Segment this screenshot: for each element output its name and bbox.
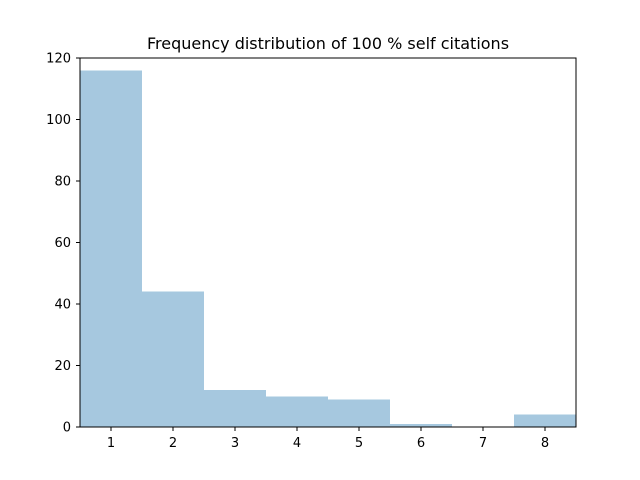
x-tick-label-1: 1	[107, 436, 115, 451]
y-tick-label-60: 60	[54, 236, 71, 251]
x-tick-label-5: 5	[355, 436, 363, 451]
y-tick-label-20: 20	[54, 359, 71, 374]
bar-5	[328, 399, 390, 427]
x-tick-label-7: 7	[479, 436, 487, 451]
chart-title: Frequency distribution of 100 % self cit…	[147, 34, 509, 53]
bars-layer	[80, 70, 576, 428]
bar-8	[514, 414, 576, 427]
x-tick-label-8: 8	[541, 436, 549, 451]
x-tick-label-4: 4	[293, 436, 301, 451]
y-tick-label-40: 40	[54, 298, 71, 313]
x-tick-label-6: 6	[417, 436, 425, 451]
x-tick-label-3: 3	[231, 436, 239, 451]
bar-1	[80, 70, 142, 428]
y-tick-label-100: 100	[46, 113, 71, 128]
y-tick-label-80: 80	[54, 175, 71, 190]
bar-3	[204, 390, 266, 427]
bar-6	[390, 423, 452, 427]
y-tick-label-120: 120	[46, 52, 71, 67]
x-tick-label-2: 2	[169, 436, 177, 451]
bar-2	[142, 291, 204, 427]
y-tick-label-0: 0	[63, 421, 71, 436]
bar-4	[266, 396, 328, 427]
